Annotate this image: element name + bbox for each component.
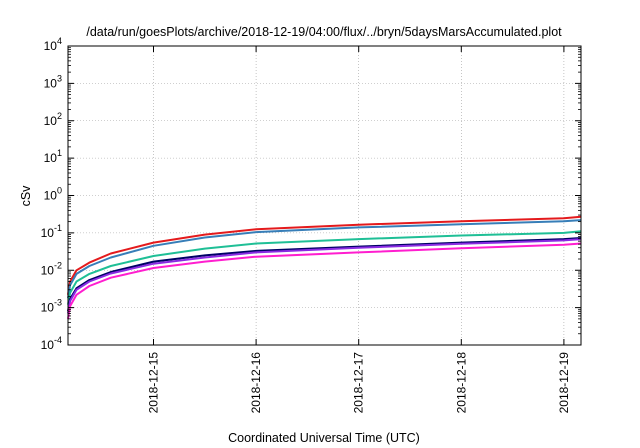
series-lines (67, 215, 582, 320)
series-line-5 (67, 238, 582, 314)
y-tick-label: 10-3 (41, 298, 62, 315)
series-line-6 (67, 242, 582, 320)
y-tick-label: 101 (44, 148, 62, 165)
x-tick-label: 2018-12-16 (249, 352, 263, 414)
y-tick-label: 104 (44, 36, 62, 53)
y-tick-label: 10-4 (41, 335, 62, 352)
y-axis: 10-4 10-3 10-2 10-1 100 101 102 103 104 (41, 36, 581, 352)
y-tick-label: 103 (44, 73, 62, 90)
y-tick-label: 102 (44, 111, 62, 128)
x-axis: 2018-12-15 2018-12-16 2018-12-17 2018-12-18… (147, 46, 571, 413)
series-line-3 (67, 230, 582, 305)
x-tick-label: 2018-12-19 (557, 352, 571, 414)
chart-title: /data/run/goesPlots/archive/2018-12-19/0… (86, 25, 562, 39)
y-axis-label: cSv (19, 185, 33, 207)
grid (68, 46, 581, 345)
plot-frame (67, 45, 582, 346)
x-tick-label: 2018-12-18 (454, 352, 468, 414)
x-tick-label: 2018-12-15 (147, 352, 161, 414)
x-tick-label: 2018-12-17 (352, 352, 366, 414)
y-tick-label: 10-2 (41, 260, 62, 277)
series-line-1 (67, 215, 582, 295)
y-tick-label: 10-1 (41, 223, 62, 240)
x-axis-label: Coordinated Universal Time (UTC) (228, 431, 420, 445)
series-line-2 (67, 219, 582, 299)
y-tick-label: 100 (44, 186, 62, 203)
